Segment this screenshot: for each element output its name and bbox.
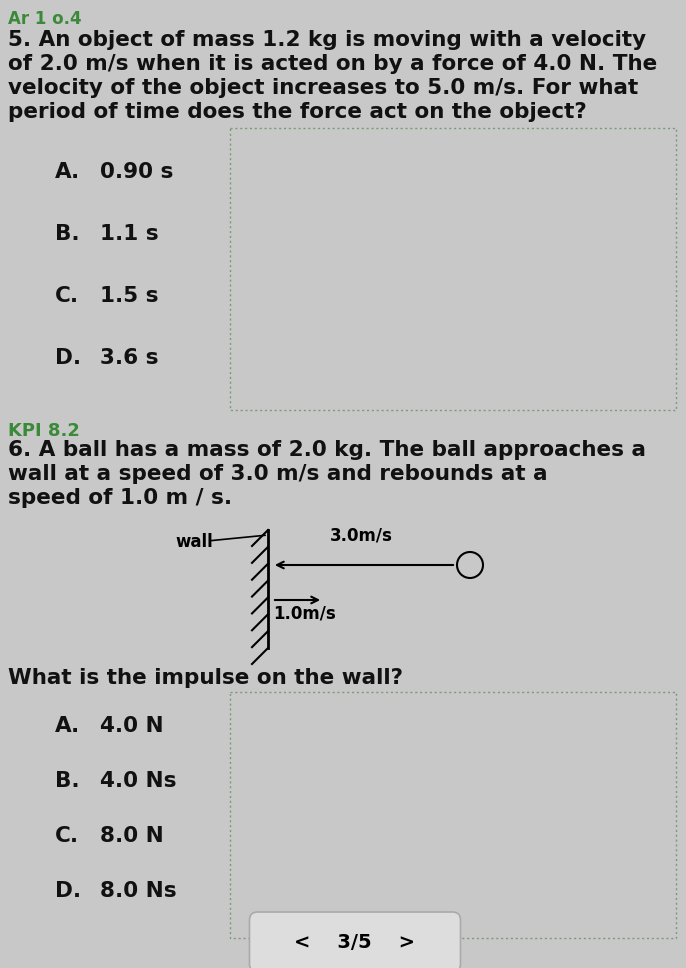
Text: 0.90 s: 0.90 s xyxy=(100,162,174,182)
Text: period of time does the force act on the object?: period of time does the force act on the… xyxy=(8,102,587,122)
FancyBboxPatch shape xyxy=(250,912,460,968)
Text: 1.1 s: 1.1 s xyxy=(100,224,158,244)
Text: <    3/5    >: < 3/5 > xyxy=(294,932,416,952)
Text: B.: B. xyxy=(55,224,80,244)
Text: What is the impulse on the wall?: What is the impulse on the wall? xyxy=(8,668,403,688)
Text: wall: wall xyxy=(175,533,213,551)
Text: 5. An object of mass 1.2 kg is moving with a velocity: 5. An object of mass 1.2 kg is moving wi… xyxy=(8,30,646,50)
Text: 4.0 N: 4.0 N xyxy=(100,716,164,736)
Text: C.: C. xyxy=(55,286,79,306)
Text: D.: D. xyxy=(55,348,81,368)
Text: C.: C. xyxy=(55,826,79,846)
Text: 1.5 s: 1.5 s xyxy=(100,286,158,306)
Text: A.: A. xyxy=(55,716,80,736)
Text: KPI 8.2: KPI 8.2 xyxy=(8,422,80,440)
Text: 1.0m/s: 1.0m/s xyxy=(273,605,335,623)
Text: 6. A ball has a mass of 2.0 kg. The ball approaches a: 6. A ball has a mass of 2.0 kg. The ball… xyxy=(8,440,646,460)
Text: 8.0 N: 8.0 N xyxy=(100,826,164,846)
Text: D.: D. xyxy=(55,881,81,901)
Text: A.: A. xyxy=(55,162,80,182)
Text: Ar 1 o.4: Ar 1 o.4 xyxy=(8,10,82,28)
Text: speed of 1.0 m / s.: speed of 1.0 m / s. xyxy=(8,488,232,508)
Text: velocity of the object increases to 5.0 m/s. For what: velocity of the object increases to 5.0 … xyxy=(8,78,638,98)
Text: of 2.0 m/s when it is acted on by a force of 4.0 N. The: of 2.0 m/s when it is acted on by a forc… xyxy=(8,54,657,74)
Text: 3.6 s: 3.6 s xyxy=(100,348,158,368)
Bar xyxy=(230,128,676,410)
Text: wall at a speed of 3.0 m/s and rebounds at a: wall at a speed of 3.0 m/s and rebounds … xyxy=(8,464,547,484)
Text: 4.0 Ns: 4.0 Ns xyxy=(100,771,176,791)
Text: 8.0 Ns: 8.0 Ns xyxy=(100,881,176,901)
Text: 3.0m/s: 3.0m/s xyxy=(330,527,393,545)
Bar xyxy=(230,692,676,938)
Text: B.: B. xyxy=(55,771,80,791)
